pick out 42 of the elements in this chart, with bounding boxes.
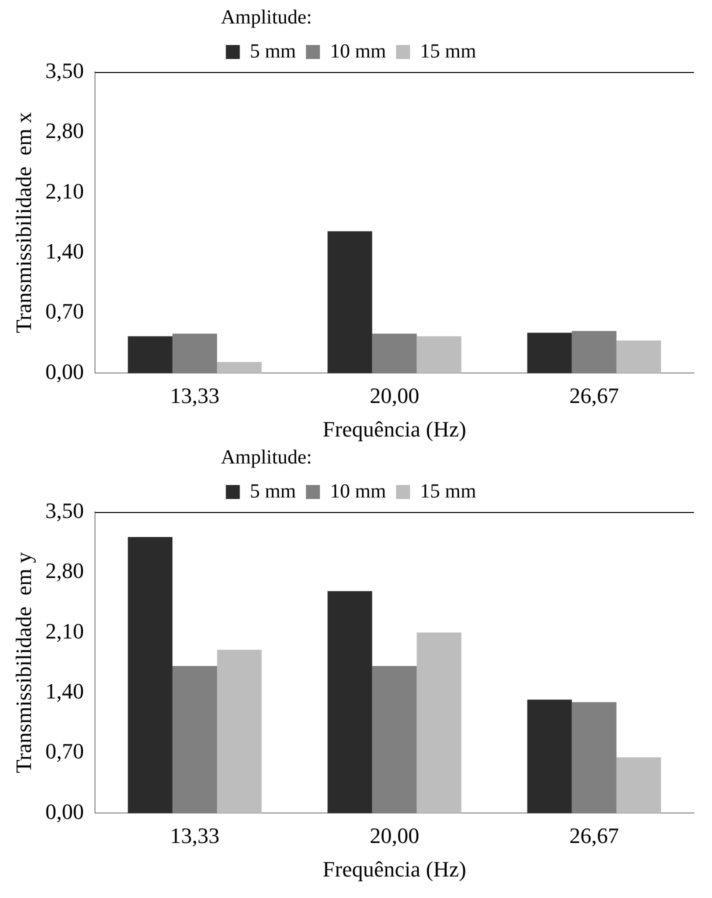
y-tick-label: 3,50 — [45, 498, 84, 523]
legend-title: Amplitude: — [220, 446, 312, 468]
legend-label: 5 mm — [250, 480, 296, 502]
x-axis-title: Frequência (Hz) — [322, 416, 466, 442]
x-tick-label: 13,33 — [170, 823, 220, 848]
x-axis-title: Frequência (Hz) — [322, 856, 466, 882]
y-tick-label: 3,50 — [45, 58, 84, 83]
bar — [527, 332, 572, 374]
bar — [128, 336, 172, 374]
y-tick-label: 2,10 — [45, 618, 84, 644]
y-axis-title: Transmissibilidade em x — [10, 112, 36, 334]
bar — [328, 591, 372, 814]
legend-label: 10 mm — [330, 40, 386, 62]
y-tick-label: 1,40 — [45, 238, 84, 264]
x-tick-label: 26,67 — [569, 383, 619, 408]
x-tick-label: 26,67 — [569, 823, 619, 848]
bar — [527, 700, 572, 814]
y-tick-label: 0,00 — [45, 798, 84, 824]
y-tick-label: 0,70 — [45, 738, 84, 764]
x-tick-label: 13,33 — [170, 383, 220, 408]
legend-label: 10 mm — [330, 480, 386, 502]
bar — [416, 336, 462, 374]
y-tick-label: 0,00 — [45, 358, 84, 384]
y-axis-title: Transmissibilidade em y — [10, 552, 36, 774]
bar — [328, 231, 372, 374]
bar — [416, 632, 462, 814]
bar — [616, 757, 662, 814]
y-tick-label: 2,80 — [45, 118, 84, 144]
x-tick-label: 20,00 — [370, 823, 420, 848]
y-tick-label: 2,10 — [45, 178, 84, 204]
y-tick-label: 0,70 — [45, 298, 84, 324]
bar — [616, 340, 662, 374]
bar — [128, 536, 172, 814]
x-tick-label: 20,00 — [370, 383, 420, 408]
bar — [217, 362, 262, 374]
legend-label: 15 mm — [420, 40, 477, 62]
legend-label: 5 mm — [250, 40, 296, 62]
y-tick-label: 1,40 — [45, 678, 84, 704]
bar — [217, 650, 262, 814]
legend-label: 15 mm — [420, 480, 477, 502]
legend-title: Amplitude: — [220, 6, 312, 28]
y-tick-label: 2,80 — [45, 558, 84, 584]
